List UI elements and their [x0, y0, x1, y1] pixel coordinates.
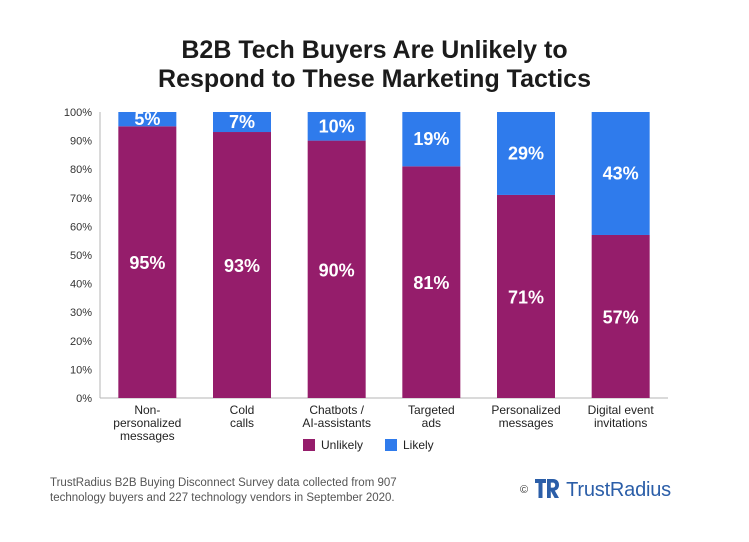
bar-likely	[213, 112, 271, 133]
trustradius-logo-icon	[534, 476, 560, 505]
bar-likely	[497, 112, 555, 195]
x-tick-label: Targeted ads	[408, 403, 455, 430]
bar-unlikely	[118, 126, 177, 399]
bar-likely	[307, 112, 366, 141]
chart-title-line-2: Respond to These Marketing Tactics	[158, 65, 591, 93]
source-note: TrustRadius B2B Buying Disconnect Survey…	[50, 476, 450, 506]
bar-likely	[591, 112, 650, 235]
bar-likely	[402, 112, 461, 167]
data-label-likely: 43%	[603, 163, 639, 183]
bar-unlikely	[591, 234, 650, 398]
data-label-unlikely: 57%	[603, 307, 639, 327]
bar-unlikely	[497, 194, 555, 398]
legend-label-likely: Likely	[403, 438, 434, 452]
bar-unlikely	[307, 140, 366, 398]
x-tick-label: Chatbots / AI-assistants	[302, 403, 371, 430]
y-tick-label: 100%	[64, 107, 92, 119]
data-label-likely: 19%	[413, 129, 449, 149]
y-tick-label: 40%	[70, 279, 92, 291]
y-tick-label: 10%	[70, 364, 92, 376]
data-label-likely: 29%	[508, 143, 544, 163]
x-tick-label: Non-personalized messages	[113, 403, 181, 443]
y-tick-label: 20%	[70, 336, 92, 348]
data-label-unlikely: 90%	[319, 260, 355, 280]
data-label-unlikely: 95%	[129, 253, 165, 273]
data-label-unlikely: 81%	[413, 273, 449, 293]
bar-unlikely	[402, 166, 461, 398]
x-tick-label: Digital event invitations	[588, 403, 655, 430]
x-tick-label: Cold calls	[230, 403, 255, 430]
data-label-unlikely: 71%	[508, 287, 544, 307]
y-tick-label: 30%	[70, 307, 92, 319]
y-tick-label: 50%	[70, 250, 92, 262]
y-tick-label: 90%	[70, 136, 92, 148]
y-tick-label: 0%	[76, 393, 92, 405]
data-label-likely: 5%	[134, 109, 160, 129]
brand-name: TrustRadius	[566, 478, 671, 501]
legend-label-unlikely: Unlikely	[321, 438, 363, 452]
chart-title-line-1: B2B Tech Buyers Are Unlikely to	[181, 36, 568, 64]
y-tick-label: 70%	[70, 193, 92, 205]
y-tick-label: 60%	[70, 221, 92, 233]
x-tick-label: Personalized messages	[491, 403, 560, 430]
copyright-symbol: ©	[520, 484, 529, 496]
source-note-line-1: TrustRadius B2B Buying Disconnect Survey…	[50, 477, 397, 489]
chart-title: B2B Tech Buyers Are Unlikely to Respond …	[0, 36, 749, 94]
brand-block: © TrustRadius	[520, 478, 671, 502]
data-label-likely: 7%	[229, 112, 255, 132]
y-tick-label: 80%	[70, 164, 92, 176]
legend-swatch-likely	[385, 439, 397, 451]
bar-likely	[118, 112, 177, 127]
data-label-unlikely: 93%	[224, 256, 260, 276]
data-label-likely: 10%	[319, 116, 355, 136]
legend-swatch-unlikely	[303, 439, 315, 451]
stacked-bar-chart: 0% 10% 20% 30% 40% 50% 60% 70% 80% 90% 100% 95% 5% No…	[64, 107, 668, 452]
source-note-line-2: technology buyers and 227 technology ven…	[50, 492, 395, 504]
bar-unlikely	[213, 132, 271, 398]
